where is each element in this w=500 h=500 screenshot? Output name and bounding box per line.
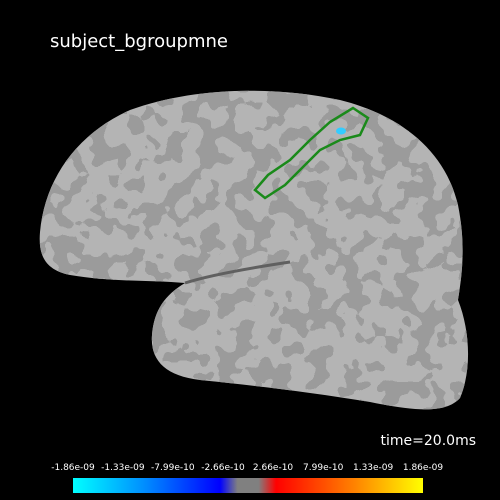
colorbar-gradient (73, 478, 423, 493)
colorbar-tick-label: 1.86e-09 (403, 463, 444, 473)
colorbar-tick-label: -1.33e-09 (101, 463, 145, 473)
colorbar-tick-label: -1.86e-09 (51, 463, 95, 473)
colorbar-tick-label: -2.66e-10 (201, 463, 245, 473)
colorbar-tick-label: -7.99e-10 (151, 463, 195, 473)
colorbar-tick-label: 1.33e-09 (353, 463, 394, 473)
colorbar-tick-label: 7.99e-10 (303, 463, 344, 473)
activation-spot (336, 127, 346, 135)
colorbar (73, 478, 423, 493)
brain-surface (39, 90, 469, 410)
title: subject_bgroupmne (50, 31, 228, 52)
time-label: time=20.0ms (381, 433, 476, 449)
colorbar-tick-label: 2.66e-10 (253, 463, 294, 473)
label-outline (253, 106, 370, 200)
